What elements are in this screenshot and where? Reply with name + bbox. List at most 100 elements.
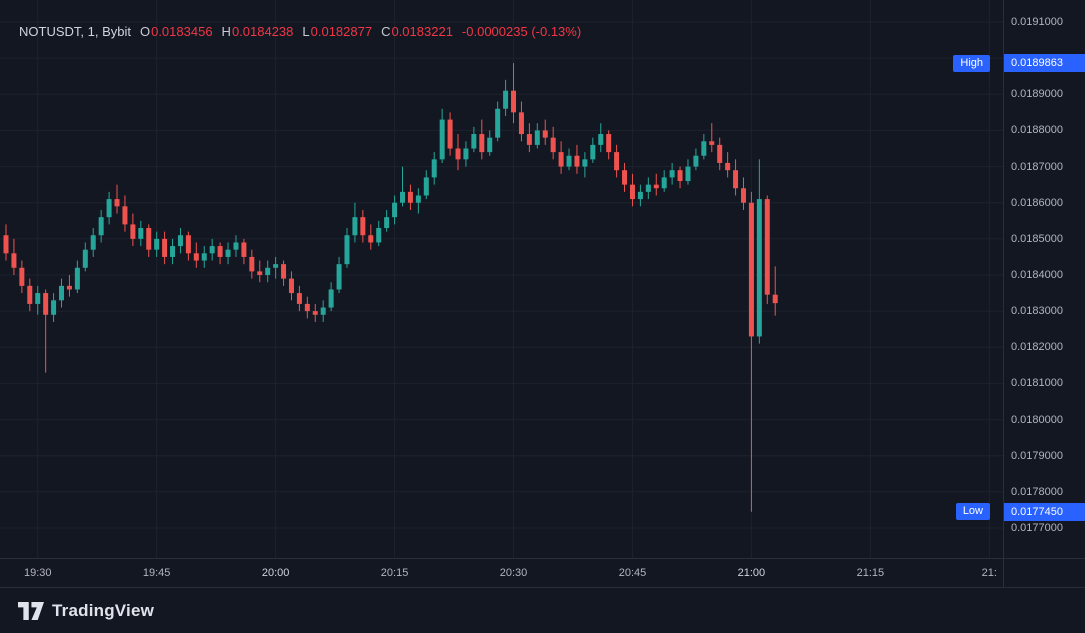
candle <box>637 184 643 207</box>
candle <box>645 177 651 200</box>
candle <box>740 177 746 210</box>
candle <box>217 242 223 265</box>
candle <box>344 228 350 268</box>
candle <box>487 130 493 156</box>
candle <box>590 137 596 163</box>
price-tick-label: 0.0186000 <box>1011 196 1063 209</box>
candle <box>407 184 413 210</box>
time-tick-label: 20:15 <box>380 567 409 579</box>
symbol-description[interactable]: NOTUSDT, 1, Bybit <box>19 24 131 39</box>
candle <box>748 191 754 512</box>
candle <box>431 152 437 185</box>
candle <box>709 123 715 153</box>
candle <box>74 260 80 294</box>
candle <box>3 224 9 261</box>
candle <box>177 228 183 254</box>
candle <box>756 159 762 344</box>
high-marker-label: High <box>953 54 990 72</box>
candle <box>138 220 144 247</box>
candle <box>43 289 49 373</box>
candle <box>209 238 215 261</box>
candle <box>598 123 604 153</box>
candle <box>122 195 128 232</box>
close-value: C0.0183221 <box>381 24 453 39</box>
candle <box>661 170 667 192</box>
time-labels: 19:30 19:45 20:00 20:15 20:30 20:45 21:00 21:15… <box>0 559 1003 588</box>
candle <box>764 195 770 304</box>
candle <box>98 209 104 243</box>
candle <box>193 242 199 268</box>
candle <box>614 144 620 178</box>
candle <box>11 238 17 275</box>
candle <box>772 266 778 316</box>
candle <box>677 166 683 189</box>
price-tick-label: 0.0178000 <box>1011 485 1063 498</box>
candlestick-canvas[interactable] <box>0 0 1003 558</box>
candle <box>288 271 294 301</box>
candle <box>265 260 271 283</box>
candle <box>503 79 509 116</box>
candle <box>518 101 524 142</box>
high-price-badge: 0.0189863 <box>1004 54 1085 73</box>
tradingview-logo[interactable]: TradingView <box>18 601 154 621</box>
candle <box>312 303 318 322</box>
candle <box>376 220 382 247</box>
candle <box>225 242 231 265</box>
candle <box>19 260 25 294</box>
time-tick-label: 21:00 <box>737 567 766 579</box>
price-tick-label: 0.0187000 <box>1011 160 1063 173</box>
candle <box>241 238 247 265</box>
candle <box>653 173 659 196</box>
candle <box>51 293 57 322</box>
candle <box>170 238 176 265</box>
candle <box>233 235 239 257</box>
candle <box>669 162 675 185</box>
candle <box>685 159 691 185</box>
time-tick-label: 21: <box>981 567 997 579</box>
candle <box>423 170 429 200</box>
price-tick-label: 0.0184000 <box>1011 269 1063 281</box>
candle <box>201 246 207 268</box>
time-tick-label: 20:00 <box>261 567 290 579</box>
price-tick-label: 0.0180000 <box>1011 413 1063 426</box>
candle <box>59 278 65 308</box>
candle <box>66 275 72 297</box>
candle <box>717 137 723 171</box>
price-axis[interactable]: 0.0189863 0.0177450 0.0191000 0.0189000 0.… <box>1003 0 1085 587</box>
candle <box>693 148 699 171</box>
candle <box>130 213 136 247</box>
price-tick-label: 0.0181000 <box>1011 377 1063 390</box>
low-marker-label: Low <box>955 503 990 521</box>
chart-pane[interactable]: NOTUSDT, 1, Bybit O0.0183456 H0.0184238 … <box>0 0 1003 558</box>
tradingview-logo-icon <box>18 601 44 620</box>
candle <box>320 300 326 322</box>
time-axis[interactable]: 19:30 19:45 20:00 20:15 20:30 20:45 21:00 21:15… <box>0 558 1085 587</box>
price-tick-label: 0.0177000 <box>1011 522 1063 534</box>
candle <box>392 195 398 225</box>
candle <box>455 134 461 171</box>
candle <box>400 166 405 207</box>
candle <box>733 159 739 196</box>
candle <box>162 231 168 265</box>
candle <box>27 278 33 312</box>
candle <box>701 134 707 160</box>
candle <box>582 152 588 178</box>
candle <box>574 144 580 174</box>
candle <box>296 285 302 312</box>
candle <box>82 242 88 272</box>
chart-legend: NOTUSDT, 1, Bybit O0.0183456 H0.0184238 … <box>19 24 581 39</box>
candle <box>328 282 334 312</box>
candle <box>304 296 310 319</box>
candle <box>471 126 477 153</box>
time-tick-label: 20:45 <box>618 567 647 579</box>
candle <box>106 191 112 225</box>
time-tick-label: 19:45 <box>142 567 171 579</box>
candle <box>90 228 96 257</box>
candle <box>550 126 556 160</box>
candle <box>629 173 635 207</box>
candle <box>566 148 572 171</box>
candle <box>336 256 342 294</box>
low-price-badge: 0.0177450 <box>1004 502 1085 521</box>
time-tick-label: 21:15 <box>856 567 885 579</box>
bottom-toolbar: TradingView <box>0 587 1085 633</box>
